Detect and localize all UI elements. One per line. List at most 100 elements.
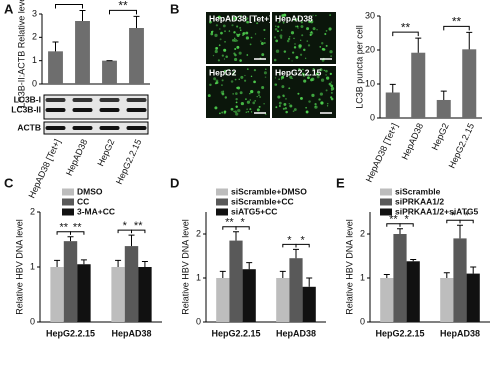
bar bbox=[216, 278, 230, 322]
y-tick-label: 30 bbox=[365, 10, 375, 20]
puncta bbox=[236, 16, 239, 19]
puncta bbox=[314, 105, 318, 109]
error-bar bbox=[233, 231, 239, 241]
puncta bbox=[221, 79, 224, 82]
puncta bbox=[233, 38, 238, 43]
y-axis-label: LC3B-II:ACTB Relative levels bbox=[16, 0, 26, 108]
significance-bracket bbox=[131, 229, 146, 234]
legend-swatch bbox=[216, 198, 228, 206]
y-tick-label: 0 bbox=[196, 316, 201, 326]
puncta bbox=[300, 21, 303, 24]
puncta bbox=[315, 14, 317, 17]
puncta bbox=[265, 68, 267, 70]
x-tick-label: HepG2 bbox=[430, 122, 451, 152]
puncta bbox=[291, 60, 293, 62]
y-axis-label: Relative HBV DNA level bbox=[180, 219, 190, 315]
bar bbox=[138, 267, 152, 322]
error-bar bbox=[79, 10, 86, 21]
blot-label: ACTB bbox=[17, 122, 41, 132]
puncta bbox=[222, 24, 226, 28]
puncta bbox=[289, 75, 293, 79]
significance-label: * bbox=[123, 220, 128, 232]
puncta bbox=[239, 26, 242, 29]
micrograph bbox=[272, 12, 336, 64]
panel-label: A bbox=[4, 1, 14, 16]
error-bar bbox=[397, 228, 403, 234]
puncta bbox=[227, 15, 229, 17]
puncta bbox=[275, 25, 277, 28]
puncta bbox=[274, 77, 277, 79]
error-bar bbox=[410, 259, 417, 262]
blot-band bbox=[45, 98, 66, 102]
bar bbox=[50, 267, 64, 322]
significance-bracket bbox=[459, 219, 474, 224]
y-tick-label: 1 bbox=[32, 55, 37, 65]
x-tick-label: HepG2.2.15 bbox=[375, 328, 424, 338]
puncta bbox=[218, 44, 221, 47]
blot-band bbox=[72, 98, 93, 102]
puncta bbox=[223, 48, 227, 52]
puncta bbox=[228, 30, 231, 32]
puncta bbox=[277, 25, 280, 28]
y-tick-label: 1 bbox=[360, 272, 365, 282]
puncta bbox=[245, 98, 247, 100]
error-bar bbox=[115, 259, 122, 267]
puncta bbox=[210, 32, 214, 36]
puncta bbox=[245, 111, 248, 113]
puncta bbox=[247, 110, 250, 113]
error-bar bbox=[279, 270, 286, 278]
x-tick-label: HepG2.2.15 bbox=[211, 328, 260, 338]
y-tick-label: 2 bbox=[30, 206, 35, 216]
puncta bbox=[278, 78, 280, 80]
puncta bbox=[225, 55, 228, 59]
puncta bbox=[297, 27, 299, 29]
puncta bbox=[283, 102, 287, 106]
puncta bbox=[323, 69, 325, 72]
puncta bbox=[218, 16, 220, 18]
significance-bracket bbox=[55, 4, 83, 9]
legend-label: siPRKAA1/2+siATG5 bbox=[395, 206, 478, 216]
puncta bbox=[256, 108, 260, 112]
puncta bbox=[224, 41, 226, 43]
blot-band bbox=[99, 108, 120, 112]
error-bar bbox=[383, 273, 390, 278]
puncta bbox=[244, 79, 247, 82]
puncta bbox=[298, 45, 302, 49]
puncta bbox=[209, 20, 212, 24]
bar bbox=[229, 240, 243, 322]
x-tick-label: HepAD38 bbox=[111, 328, 151, 338]
x-tick-label: HepG2.2.15 bbox=[447, 122, 477, 170]
significance-label: ** bbox=[134, 220, 143, 232]
puncta bbox=[329, 72, 332, 75]
puncta bbox=[273, 58, 277, 62]
error-bar bbox=[457, 224, 463, 239]
puncta bbox=[232, 73, 235, 76]
puncta bbox=[237, 108, 241, 113]
panel-label: B bbox=[170, 1, 179, 16]
error-bar bbox=[293, 248, 299, 259]
x-tick-label: HepAD38 [Tet+] bbox=[364, 122, 400, 184]
bar bbox=[393, 234, 407, 322]
y-tick-label: 0 bbox=[370, 112, 375, 122]
puncta bbox=[290, 31, 295, 35]
bar bbox=[102, 60, 117, 84]
puncta bbox=[254, 20, 256, 23]
bar bbox=[77, 264, 91, 322]
puncta bbox=[264, 113, 267, 116]
puncta bbox=[234, 57, 238, 62]
puncta bbox=[279, 34, 283, 38]
puncta bbox=[264, 38, 266, 40]
puncta bbox=[252, 101, 256, 105]
puncta bbox=[231, 24, 234, 27]
puncta bbox=[234, 37, 236, 39]
significance-label: ** bbox=[389, 214, 398, 226]
puncta bbox=[232, 93, 235, 95]
puncta bbox=[278, 104, 281, 107]
x-tick-label: HepG2.2.15 bbox=[114, 138, 144, 186]
puncta bbox=[325, 69, 328, 73]
bar bbox=[380, 278, 394, 322]
legend-label: siScramble+CC bbox=[231, 196, 294, 206]
puncta bbox=[293, 18, 297, 22]
blot-label: LC3B-II bbox=[11, 104, 41, 114]
puncta bbox=[330, 81, 333, 83]
